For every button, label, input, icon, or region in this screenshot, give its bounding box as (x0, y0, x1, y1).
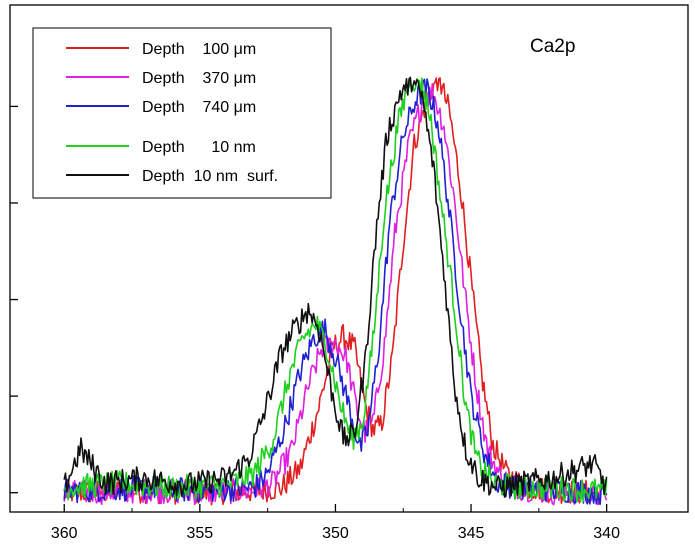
x-tick-label-2: 350 (322, 525, 349, 542)
x-tick-label-0: 360 (51, 525, 78, 542)
legend-label-0: Depth 100 μm (142, 41, 256, 58)
legend-items: Depth 100 μm Depth 370 μm Depth 740 μm Dept… (66, 41, 278, 185)
chart-annotation: Ca2p (530, 36, 575, 57)
x-tick-label-3: 345 (458, 525, 485, 542)
legend-label-3: Depth 10 nm (142, 139, 256, 156)
x-tick-label-4: 340 (593, 525, 620, 542)
y-axis-ticks (10, 105, 18, 494)
series-lines (63, 76, 608, 506)
series-line-4 (63, 76, 608, 498)
legend: Depth 100 μm Depth 370 μm Depth 740 μm Dept… (32, 27, 332, 199)
legend-box (32, 27, 332, 199)
legend-label-1: Depth 370 μm (142, 70, 256, 87)
x-tick-label-1: 355 (186, 525, 213, 542)
x-axis-ticks (63, 504, 608, 512)
x-axis-tick-labels: 360 355 350 345 340 (51, 525, 620, 542)
legend-label-2: Depth 740 μm (142, 99, 256, 116)
legend-label-4: Depth 10 nm surf. (142, 168, 278, 185)
